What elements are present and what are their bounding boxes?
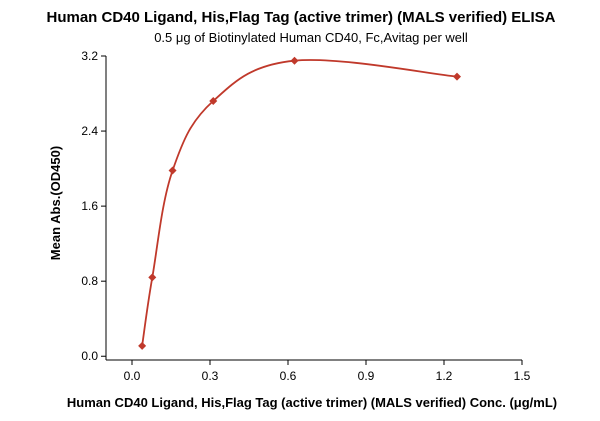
x-tick-label: 0.0	[124, 369, 141, 383]
data-points-layer	[138, 56, 461, 350]
x-tick-label: 0.6	[280, 369, 297, 383]
y-tick-label: 2.4	[81, 124, 98, 138]
axes	[105, 56, 522, 361]
x-tick-label: 0.9	[358, 369, 375, 383]
chart-subtitle: 0.5 μg of Biotinylated Human CD40, Fc,Av…	[154, 30, 468, 45]
data-point	[138, 341, 147, 350]
y-tick-label: 1.6	[81, 199, 98, 213]
chart-title: Human CD40 Ligand, His,Flag Tag (active …	[47, 9, 556, 26]
x-axis-ticks: 0.0 0.3 0.6 0.9 1.2 1.5	[124, 360, 531, 383]
fit-curve-layer	[141, 59, 458, 347]
data-point	[290, 56, 299, 65]
y-axis-label: Mean Abs.(OD450)	[48, 146, 63, 260]
y-axis-ticks: 0.0 0.8 1.6 2.4 3.2	[81, 49, 106, 363]
data-point	[168, 166, 177, 175]
data-point	[209, 97, 218, 106]
y-tick-label: 0.0	[81, 349, 98, 363]
x-axis-label: Human CD40 Ligand, His,Flag Tag (active …	[67, 395, 557, 410]
x-tick-label: 1.5	[514, 369, 531, 383]
x-tick-label: 1.2	[436, 369, 453, 383]
fit-curve	[141, 59, 458, 347]
data-point	[148, 273, 157, 282]
data-point	[453, 72, 461, 81]
y-tick-label: 3.2	[81, 49, 98, 63]
y-tick-label: 0.8	[81, 274, 98, 288]
x-tick-label: 0.3	[202, 369, 219, 383]
